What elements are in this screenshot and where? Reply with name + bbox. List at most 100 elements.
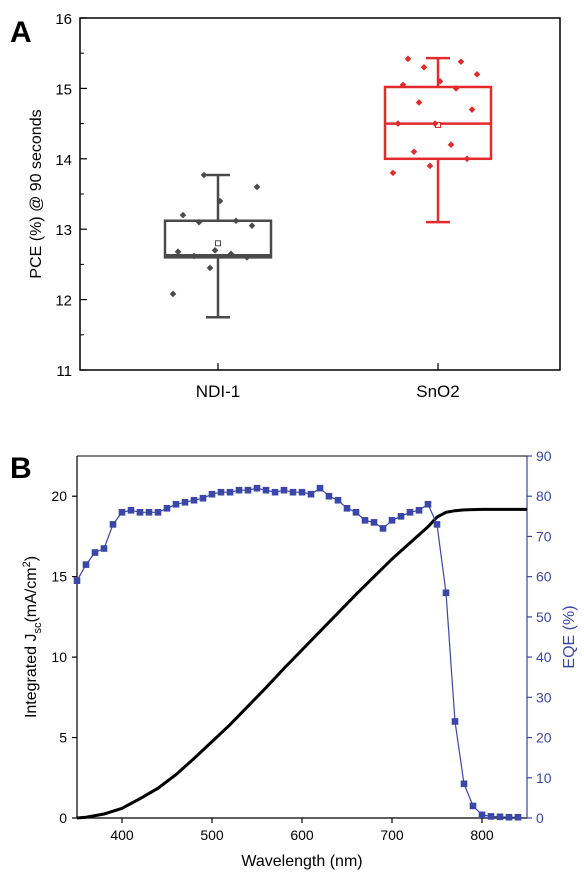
panel-a-label: A [10,16,32,49]
panel-b-right-y-axis: 0 10 20 30 40 50 60 70 80 90 [527,448,552,826]
data-point [447,141,455,149]
eqe-point [208,490,216,498]
data-point [216,197,224,205]
panel-a-frame [79,17,561,371]
eqe-point [514,813,522,821]
eqe-point [280,486,288,494]
eqe-point [145,509,153,516]
eqe-point [190,496,198,504]
eqe-point [298,488,306,496]
data-point [457,58,465,65]
x-tick-label: 700 [380,827,404,843]
left-y-title-end: ) [23,556,40,561]
data-point [169,290,177,298]
box-NDI-1 [163,173,273,319]
eqe-point [262,486,270,494]
right-y-tick-label: 40 [536,649,552,665]
panel-a-y-axis-title: PCE (%) @ 90 seconds [28,109,45,278]
panel-b: B 400 500 600 700 800 0 5 10 15 20 0 10 20 30 40 50 60… [10,448,578,870]
data-point [399,81,407,89]
data-point [420,63,428,71]
x-tick-label: NDI-1 [196,382,240,401]
left-y-title-superscript: 2 [21,561,33,567]
x-tick-label: SnO2 [416,382,459,401]
box-iqr [163,219,273,259]
panel-b-label: B [10,452,32,485]
eqe-point [406,509,414,516]
data-point [436,78,444,85]
eqe-point [127,507,135,514]
x-tick-label: 500 [200,827,224,843]
right-y-tick-label: 60 [536,569,552,585]
data-point [174,248,182,256]
panel-b-right-y-axis-title: EQE (%) [561,605,578,668]
eqe-point [343,504,351,512]
data-point [463,155,471,163]
eqe-point [460,780,468,788]
eqe-point [91,549,99,556]
eqe-point [496,813,504,821]
y-tick-label: 16 [55,11,72,28]
eqe-point [442,589,450,597]
data-point [394,120,402,127]
panel-b-left-y-axis-title: Integrated Jsc(mA/cm2) [21,556,44,718]
data-point [195,218,203,226]
data-point [248,222,256,229]
left-y-tick-label: 0 [59,810,67,826]
eqe-point [172,500,180,508]
data-point [389,169,397,177]
eqe-point [181,498,189,506]
eqe-point [109,521,117,528]
data-point [426,162,434,170]
right-y-tick-label: 0 [536,810,544,826]
eqe-point [325,492,333,500]
x-tick-label: 800 [470,827,494,843]
panel-a-points [169,55,481,298]
x-tick-label: 400 [110,827,134,843]
right-y-tick-label: 90 [536,448,552,464]
eqe-point [73,577,81,584]
y-tick-label: 11 [56,363,72,380]
data-point [232,217,240,225]
panel-a: A 11 12 13 14 15 16 NDI-1 SnO2 PCE (%) @ 90 se… [10,11,561,401]
y-tick-label: 14 [55,152,72,169]
eqe-point [415,507,423,514]
panel-a-x-axis: NDI-1 SnO2 [196,363,460,401]
box-SnO2 [383,56,493,224]
left-y-title-unit: (mA/cm [23,567,40,622]
right-y-tick-label: 30 [536,689,552,705]
data-point [227,250,235,258]
eqe-point [118,509,126,516]
right-y-tick-label: 50 [536,609,552,625]
data-point [190,252,198,260]
x-tick-label: 600 [290,827,314,843]
eqe-point [334,496,342,504]
eqe-point [244,486,252,494]
eqe-point [289,488,297,496]
eqe-point [505,813,513,821]
eqe-point [271,488,279,496]
jsc-line [76,507,527,820]
eqe-point [100,545,108,552]
eqe-point [235,486,243,494]
data-point [179,211,187,219]
right-y-tick-label: 10 [536,770,552,786]
right-y-tick-label: 20 [536,730,552,746]
eqe-point [154,509,162,516]
eqe-point [226,488,234,496]
data-point [211,247,219,254]
left-y-tick-label: 15 [51,569,67,585]
eqe-point [352,509,360,516]
eqe-point [469,802,477,810]
panel-a-boxes [163,56,493,319]
eqe-point [217,488,225,496]
eqe-point [388,517,396,524]
eqe-point [253,484,261,492]
data-point [468,106,476,113]
data-point [415,99,423,106]
right-y-tick-label: 80 [536,488,552,504]
y-tick-label: 13 [55,222,72,239]
data-point [243,254,251,261]
eqe-point [82,561,90,568]
left-y-tick-label: 20 [51,488,67,504]
